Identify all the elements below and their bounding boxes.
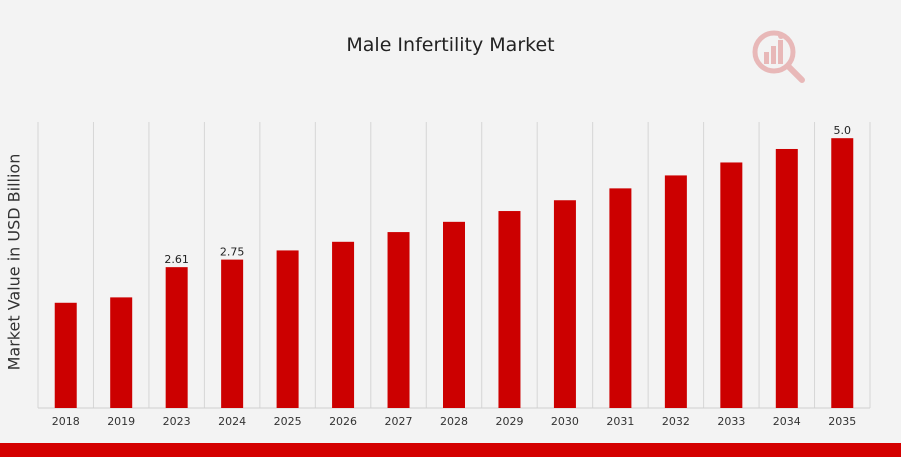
x-tick-label: 2030 bbox=[551, 415, 579, 428]
x-tick-label: 2033 bbox=[717, 415, 745, 428]
bar bbox=[553, 200, 576, 408]
bar bbox=[54, 302, 77, 408]
x-tick-label: 2023 bbox=[163, 415, 191, 428]
x-tick-label: 2027 bbox=[385, 415, 413, 428]
x-tick-label: 2031 bbox=[606, 415, 634, 428]
bottom-accent-bar bbox=[0, 443, 901, 457]
x-tick-label: 2032 bbox=[662, 415, 690, 428]
x-tick-label: 2028 bbox=[440, 415, 468, 428]
data-label: 2.75 bbox=[220, 246, 245, 259]
analytics-magnifier-icon bbox=[752, 30, 805, 83]
bar bbox=[221, 259, 244, 408]
x-tick-label: 2026 bbox=[329, 415, 357, 428]
bar bbox=[276, 250, 299, 408]
x-tick-label: 2025 bbox=[274, 415, 302, 428]
x-tick-label: 2029 bbox=[495, 415, 523, 428]
bar bbox=[110, 297, 133, 408]
bar bbox=[720, 162, 743, 408]
bar bbox=[664, 175, 687, 408]
bar bbox=[443, 221, 465, 408]
bar bbox=[387, 232, 410, 408]
x-tick-label: 2024 bbox=[218, 415, 246, 428]
bar bbox=[332, 241, 355, 408]
x-tick-label: 2018 bbox=[52, 415, 80, 428]
x-tick-label: 2034 bbox=[773, 415, 801, 428]
data-label: 2.61 bbox=[164, 253, 189, 266]
chart-title: Male Infertility Market bbox=[346, 34, 555, 56]
bar bbox=[609, 188, 632, 408]
bar bbox=[831, 138, 854, 409]
x-tick-label: 2019 bbox=[107, 415, 135, 428]
bar bbox=[165, 267, 188, 408]
bar bbox=[498, 211, 521, 408]
data-label: 5.0 bbox=[834, 124, 852, 137]
x-tick-label: 2035 bbox=[828, 415, 856, 428]
bar bbox=[775, 148, 798, 408]
